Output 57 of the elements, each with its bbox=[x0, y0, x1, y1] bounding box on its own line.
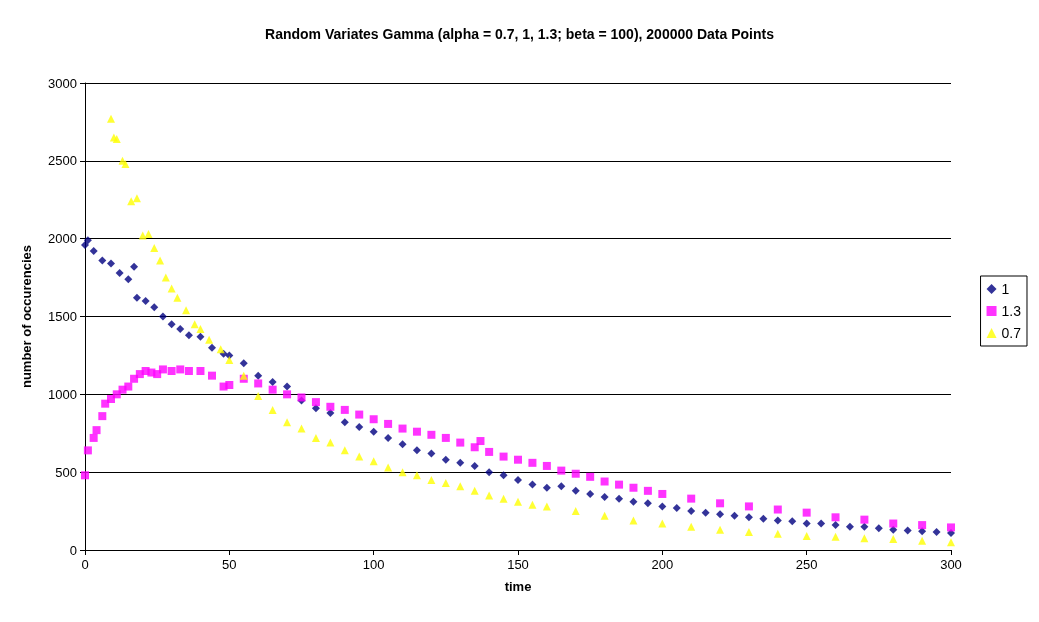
x-tick-label: 100 bbox=[362, 557, 385, 572]
point bbox=[470, 486, 479, 495]
x-tick-label: 300 bbox=[940, 557, 962, 572]
point bbox=[106, 114, 115, 123]
point bbox=[514, 497, 522, 506]
y-tick-label: 2500 bbox=[48, 153, 77, 169]
point bbox=[716, 525, 725, 534]
point bbox=[311, 433, 320, 442]
y-tick-label: 3000 bbox=[48, 75, 77, 91]
point bbox=[196, 324, 205, 333]
x-tick-label: 200 bbox=[651, 557, 674, 572]
point bbox=[441, 479, 450, 488]
point bbox=[687, 522, 696, 531]
point bbox=[161, 273, 170, 282]
chart-title: Random Variates Gamma (alpha = 0.7, 1, 1.3; beta = 100), 200000 Data Points bbox=[265, 26, 775, 42]
point bbox=[283, 418, 292, 427]
x-tick-label: 0 bbox=[81, 557, 89, 572]
point bbox=[831, 532, 840, 541]
point bbox=[918, 536, 927, 545]
point bbox=[744, 528, 753, 537]
legend-label: 0.7 bbox=[1001, 325, 1022, 341]
x-tick-label: 250 bbox=[795, 557, 818, 572]
point bbox=[427, 475, 436, 484]
point bbox=[150, 244, 159, 253]
y-tick-label: 0 bbox=[69, 542, 77, 558]
y-tick-label: 1500 bbox=[48, 309, 77, 324]
point bbox=[398, 468, 407, 477]
point bbox=[254, 391, 263, 400]
point bbox=[571, 507, 580, 516]
point bbox=[528, 500, 537, 509]
legend-label: 1 bbox=[1001, 281, 1010, 297]
point bbox=[205, 335, 214, 344]
point bbox=[802, 531, 811, 540]
point bbox=[412, 471, 421, 480]
point bbox=[138, 231, 147, 240]
point bbox=[658, 519, 667, 528]
point bbox=[485, 491, 494, 500]
y-axis-title: number of occurencies bbox=[19, 244, 34, 389]
y-tick-label: 1000 bbox=[48, 386, 77, 402]
point bbox=[268, 405, 277, 414]
x-axis-title: time bbox=[504, 579, 532, 594]
point bbox=[182, 306, 191, 315]
point bbox=[132, 194, 141, 203]
point bbox=[173, 293, 182, 302]
point bbox=[600, 511, 609, 520]
point bbox=[326, 438, 335, 447]
point bbox=[947, 538, 955, 547]
point bbox=[773, 529, 782, 538]
point bbox=[355, 452, 364, 461]
point bbox=[499, 494, 508, 503]
x-tick-label: 150 bbox=[507, 557, 529, 572]
legend-label: 1.3 bbox=[1001, 303, 1022, 319]
point bbox=[144, 230, 153, 238]
y-tick-label: 500 bbox=[55, 464, 77, 480]
y-tick-label: 2000 bbox=[48, 231, 77, 247]
point bbox=[297, 424, 306, 433]
x-tick-label: 50 bbox=[222, 557, 237, 572]
